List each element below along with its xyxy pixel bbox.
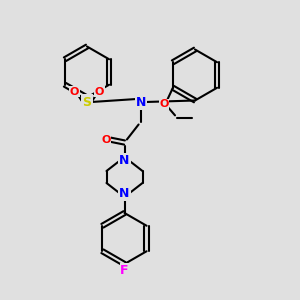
Text: O: O bbox=[95, 86, 104, 97]
Text: N: N bbox=[119, 154, 130, 167]
Text: N: N bbox=[119, 187, 130, 200]
Text: S: S bbox=[82, 95, 91, 109]
Text: O: O bbox=[70, 86, 79, 97]
Text: O: O bbox=[101, 134, 111, 145]
Text: N: N bbox=[136, 95, 146, 109]
Text: O: O bbox=[159, 99, 169, 109]
Text: F: F bbox=[120, 263, 129, 277]
